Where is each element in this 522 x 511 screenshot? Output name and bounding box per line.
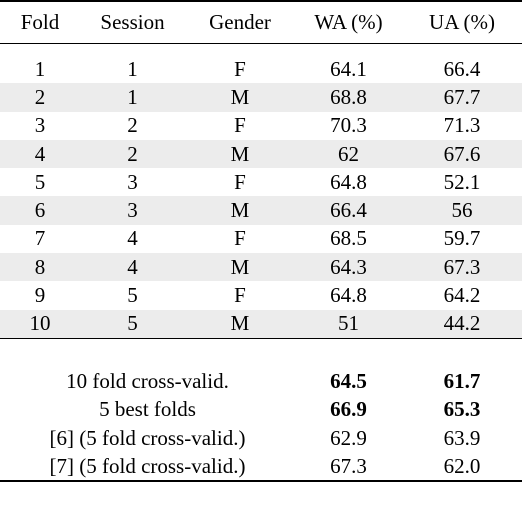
gender-cell: F — [234, 169, 246, 194]
table-row: 8 4 M 64.3 67.3 — [0, 253, 522, 282]
summary-rows: 10 fold cross-valid. 64.5 61.7 5 best fo… — [0, 337, 522, 511]
table-row: 7 4 F 68.5 59.7 — [0, 225, 522, 253]
summary-label: [7] (5 fold cross-valid.) — [49, 453, 246, 478]
session-cell: 1 — [80, 83, 185, 112]
ua-cell: 71.3 — [443, 113, 481, 138]
summary-row: 10 fold cross-valid. 64.5 61.7 — [0, 367, 522, 395]
summary-ua: 62.0 — [443, 453, 481, 478]
header-row: Fold Session Gender WA (%) UA (%) — [0, 2, 522, 44]
header-session: Session — [100, 10, 165, 34]
summary-wa: 62.9 — [330, 425, 367, 450]
ua-cell: 64.2 — [443, 283, 481, 308]
table-row: 9 5 F 64.8 64.2 — [0, 281, 522, 309]
ua-cell: 52.1 — [443, 169, 481, 194]
summary-row: [7] (5 fold cross-valid.) 67.3 62.0 — [0, 452, 522, 481]
wa-cell: 64.8 — [330, 283, 367, 308]
wa-cell: 68.5 — [330, 226, 367, 251]
summary-label: 10 fold cross-valid. — [66, 368, 229, 393]
wa-cell: 68.8 — [295, 83, 402, 112]
summary-row: [6] (5 fold cross-valid.) 62.9 63.9 — [0, 424, 522, 452]
table-row: 2 1 M 68.8 67.7 — [0, 83, 522, 112]
gender-cell: M — [185, 309, 295, 339]
ua-cell: 67.6 — [402, 139, 522, 169]
table-row: 10 5 M 51 44.2 — [0, 309, 522, 339]
gender-cell: M — [185, 83, 295, 112]
gender-cell: F — [234, 283, 246, 308]
header-gender: Gender — [209, 10, 271, 34]
header-wa: WA (%) — [314, 10, 383, 34]
summary-ua: 61.7 — [443, 368, 481, 393]
ua-cell: 59.7 — [443, 226, 481, 251]
wa-cell: 66.4 — [295, 196, 402, 225]
fold-cell: 2 — [0, 83, 80, 112]
fold-cell: 7 — [34, 226, 46, 251]
session-cell: 3 — [127, 169, 138, 194]
ua-cell: 67.7 — [402, 83, 522, 112]
summary-row: 5 best folds 66.9 65.3 — [0, 396, 522, 424]
fold-cell: 1 — [34, 56, 46, 81]
ua-cell: 44.2 — [402, 309, 522, 339]
wa-cell: 70.3 — [330, 113, 367, 138]
session-cell: 4 — [127, 226, 138, 251]
session-cell: 3 — [80, 196, 185, 225]
wa-cell: 51 — [295, 309, 402, 339]
ua-cell: 66.4 — [443, 56, 481, 81]
fold-cell: 6 — [0, 196, 80, 225]
wa-cell: 64.3 — [295, 253, 402, 282]
session-cell: 1 — [127, 56, 138, 81]
fold-cell: 4 — [0, 139, 80, 169]
gender-cell: F — [234, 113, 246, 138]
gender-cell: M — [185, 253, 295, 282]
gender-cell: F — [234, 226, 246, 251]
fold-cell: 3 — [34, 113, 46, 138]
fold-cell: 8 — [0, 253, 80, 282]
session-cell: 4 — [80, 253, 185, 282]
wa-cell: 62 — [295, 139, 402, 169]
summary-label: 5 best folds — [99, 397, 196, 422]
bottom-rule — [0, 480, 522, 511]
gender-cell: M — [185, 139, 295, 169]
table-row: 6 3 M 66.4 56 — [0, 196, 522, 225]
wa-cell: 64.8 — [330, 169, 367, 194]
table-row: 3 2 F 70.3 71.3 — [0, 112, 522, 140]
session-cell: 5 — [127, 283, 138, 308]
summary-rule — [0, 337, 522, 368]
session-cell: 5 — [80, 309, 185, 339]
summary-ua: 65.3 — [443, 397, 481, 422]
summary-wa: 67.3 — [330, 453, 367, 478]
header-rule — [0, 43, 522, 44]
fold-cell: 5 — [34, 169, 46, 194]
header-fold: Fold — [20, 10, 60, 34]
summary-wa: 64.5 — [330, 368, 367, 393]
session-cell: 2 — [80, 139, 185, 169]
table-row: 5 3 F 64.8 52.1 — [0, 168, 522, 196]
table-row: 1 1 F 64.1 66.4 — [0, 55, 522, 83]
session-cell: 2 — [127, 113, 138, 138]
summary-ua: 63.9 — [443, 425, 481, 450]
ua-cell: 56 — [402, 196, 522, 225]
summary-label: [6] (5 fold cross-valid.) — [49, 425, 246, 450]
header-ua: UA (%) — [429, 10, 495, 34]
gender-cell: F — [234, 56, 246, 81]
fold-rows: 1 1 F 64.1 66.4 2 1 M 68.8 67.7 3 2 F 70… — [0, 44, 522, 339]
fold-cell: 10 — [0, 309, 80, 339]
summary-wa: 66.9 — [330, 397, 367, 422]
gender-cell: M — [185, 196, 295, 225]
table-row: 4 2 M 62 67.6 — [0, 139, 522, 169]
fold-cell: 9 — [34, 283, 46, 308]
ua-cell: 67.3 — [402, 253, 522, 282]
wa-cell: 64.1 — [330, 56, 367, 81]
